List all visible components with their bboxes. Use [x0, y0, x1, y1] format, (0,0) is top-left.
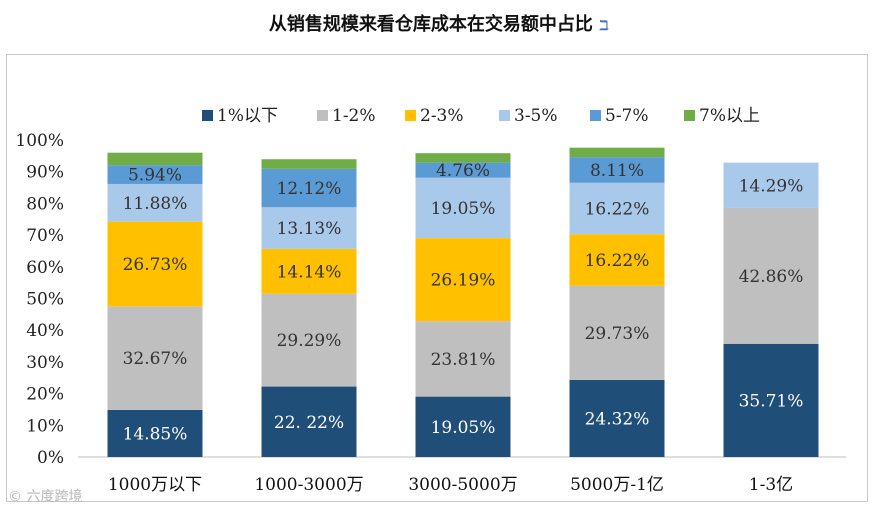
watermark: © 六度跨境	[8, 489, 83, 505]
data-label: 32.67%	[123, 349, 188, 369]
legend-label: 3-5%	[514, 106, 558, 126]
bar-segment	[415, 177, 511, 239]
bar-segment	[107, 221, 203, 307]
legend-swatch	[590, 110, 601, 121]
data-label: 14.85%	[123, 424, 188, 444]
data-label: 19.05%	[431, 418, 496, 438]
y-tick-label: 20%	[26, 385, 64, 405]
bar-segment	[569, 285, 665, 380]
bar-segment	[723, 207, 819, 344]
legend-swatch	[499, 110, 510, 121]
data-label: 29.29%	[277, 331, 342, 351]
bar-segment	[415, 153, 511, 163]
y-tick-label: 30%	[26, 353, 64, 373]
bar-segment	[261, 386, 357, 457]
y-tick-label: 80%	[26, 194, 64, 214]
x-category-label: 1-3亿	[749, 475, 793, 495]
x-category-label: 5000万-1亿	[570, 475, 664, 495]
y-tick-label: 90%	[26, 163, 64, 183]
legend-label: 2-3%	[420, 106, 464, 126]
legend-label: 1%以下	[217, 106, 278, 126]
legend-label: 5-7%	[605, 106, 649, 126]
bar-segment	[261, 168, 357, 208]
x-category-label: 3000-5000万	[408, 475, 517, 495]
legend-swatch	[202, 110, 213, 121]
data-label: 23.81%	[431, 350, 496, 370]
chart-title-text: 从销售规模来看仓库成本在交易额中占比	[268, 14, 593, 35]
bar-segment	[261, 159, 357, 169]
bar-segment	[415, 396, 511, 457]
data-label: 13.13%	[277, 219, 342, 239]
y-tick-label: 50%	[26, 290, 64, 310]
data-label: 11.88%	[123, 194, 188, 214]
data-label: 14.29%	[739, 176, 804, 196]
y-tick-label: 70%	[26, 226, 64, 246]
x-category-label: 1000-3000万	[254, 475, 363, 495]
data-label: 22. 22%	[274, 413, 344, 433]
chart-frame	[6, 54, 868, 502]
y-tick-label: 40%	[26, 321, 64, 341]
y-tick-label: 0%	[37, 448, 64, 468]
legend-label: 7%以上	[699, 106, 760, 126]
bar-segment	[107, 306, 203, 410]
bar-segment	[107, 409, 203, 457]
bar-segment	[107, 152, 203, 166]
bar-segment	[107, 183, 203, 222]
legend-label: 1-2%	[332, 106, 376, 126]
bar-segment	[569, 182, 665, 235]
x-category-label: 1000万以下	[108, 475, 202, 495]
bar-segment	[569, 147, 665, 158]
bar-segment	[261, 207, 357, 249]
data-label: 26.73%	[123, 255, 188, 275]
title-mark-icon: ℶ	[598, 18, 610, 34]
bar-segment	[107, 165, 203, 184]
bar-segment	[569, 157, 665, 183]
data-label: 19.05%	[431, 199, 496, 219]
data-label: 42.86%	[739, 267, 804, 287]
data-label: 29.73%	[585, 324, 650, 344]
bar-segment	[723, 162, 819, 208]
bar-segment	[415, 162, 511, 178]
bar-segment	[261, 248, 357, 294]
chart-title: 从销售规模来看仓库成本在交易额中占比 ℶ	[0, 10, 878, 36]
y-tick-label: 100%	[15, 131, 64, 151]
bar-segment	[569, 234, 665, 286]
y-tick-label: 60%	[26, 258, 64, 278]
legend-swatch	[317, 110, 328, 121]
data-label: 24.32%	[585, 409, 650, 429]
bar-segment	[723, 343, 819, 457]
bar-segment	[261, 293, 357, 387]
data-label: 16.22%	[585, 251, 650, 271]
data-label: 5.94%	[128, 166, 182, 186]
bar-segment	[415, 238, 511, 322]
y-tick-label: 10%	[26, 416, 64, 436]
data-label: 14.14%	[277, 262, 342, 282]
data-label: 12.12%	[277, 179, 342, 199]
data-label: 8.11%	[590, 161, 644, 181]
data-label: 16.22%	[585, 200, 650, 220]
data-label: 4.76%	[436, 161, 490, 181]
data-label: 35.71%	[739, 391, 804, 411]
data-label: 26.19%	[431, 271, 496, 291]
legend-swatch	[405, 110, 416, 121]
legend-swatch	[684, 110, 695, 121]
bar-segment	[415, 321, 511, 397]
bar-segment	[569, 379, 665, 457]
